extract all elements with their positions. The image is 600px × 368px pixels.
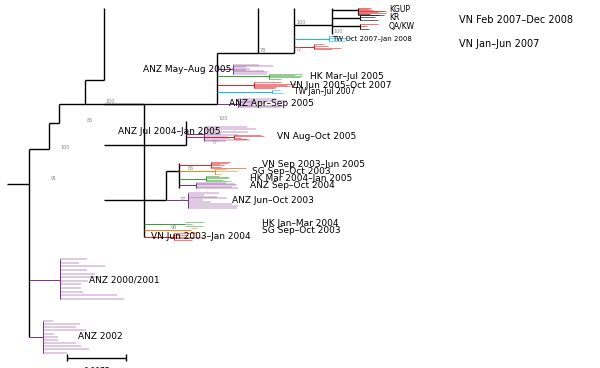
Text: HK Jan–Mar 2004: HK Jan–Mar 2004	[262, 219, 338, 228]
Text: ANZ Sep–Oct 2004: ANZ Sep–Oct 2004	[250, 181, 334, 190]
Text: 0.0075: 0.0075	[83, 367, 110, 368]
Text: TW Jan–Jul 2007: TW Jan–Jul 2007	[294, 88, 355, 96]
Text: SG Sep–Oct 2003: SG Sep–Oct 2003	[262, 226, 340, 235]
Text: 100: 100	[296, 20, 306, 25]
Text: ANZ 2002: ANZ 2002	[78, 332, 122, 341]
Text: VN Feb 2007–Dec 2008: VN Feb 2007–Dec 2008	[459, 15, 573, 25]
Text: 100: 100	[106, 99, 115, 104]
Text: ANZ Jun–Oct 2003: ANZ Jun–Oct 2003	[232, 196, 313, 205]
Text: 72: 72	[295, 46, 301, 52]
Text: 91: 91	[50, 176, 56, 181]
Text: 78: 78	[259, 48, 265, 53]
Text: ANZ May–Aug 2005: ANZ May–Aug 2005	[143, 65, 231, 74]
Text: KGUP: KGUP	[389, 5, 410, 14]
Text: SG Sep–Oct 2003: SG Sep–Oct 2003	[252, 167, 331, 176]
Text: 100: 100	[218, 116, 228, 121]
Text: 100: 100	[334, 29, 343, 34]
Text: VN Aug–Oct 2005: VN Aug–Oct 2005	[277, 132, 356, 141]
Text: 77: 77	[211, 140, 217, 145]
Text: VN Jan–Jun 2007: VN Jan–Jun 2007	[459, 39, 539, 49]
Text: VN Jun 2003–Jan 2004: VN Jun 2003–Jan 2004	[151, 233, 251, 241]
Text: VN Sep 2003–Jun 2005: VN Sep 2003–Jun 2005	[262, 160, 365, 169]
Text: ANZ Jul 2004–Jan 2005: ANZ Jul 2004–Jan 2005	[118, 127, 220, 135]
Text: QA/KW: QA/KW	[389, 22, 415, 31]
Text: 85: 85	[86, 118, 92, 123]
Text: HK Mar–Jul 2005: HK Mar–Jul 2005	[310, 72, 383, 81]
Text: ANZ Apr–Sep 2005: ANZ Apr–Sep 2005	[229, 99, 314, 108]
Text: VN Jun 2005–Oct 2007: VN Jun 2005–Oct 2007	[290, 81, 392, 90]
Text: 86: 86	[187, 166, 193, 171]
Text: KR: KR	[389, 13, 399, 22]
Text: 77: 77	[180, 197, 186, 202]
Text: 100: 100	[60, 145, 70, 150]
Text: HK Mar 2004–Jan 2005: HK Mar 2004–Jan 2005	[250, 174, 352, 183]
Text: TW Oct 2007–Jan 2008: TW Oct 2007–Jan 2008	[332, 36, 412, 42]
Text: 98: 98	[170, 224, 176, 230]
Text: ANZ 2000/2001: ANZ 2000/2001	[89, 275, 160, 284]
